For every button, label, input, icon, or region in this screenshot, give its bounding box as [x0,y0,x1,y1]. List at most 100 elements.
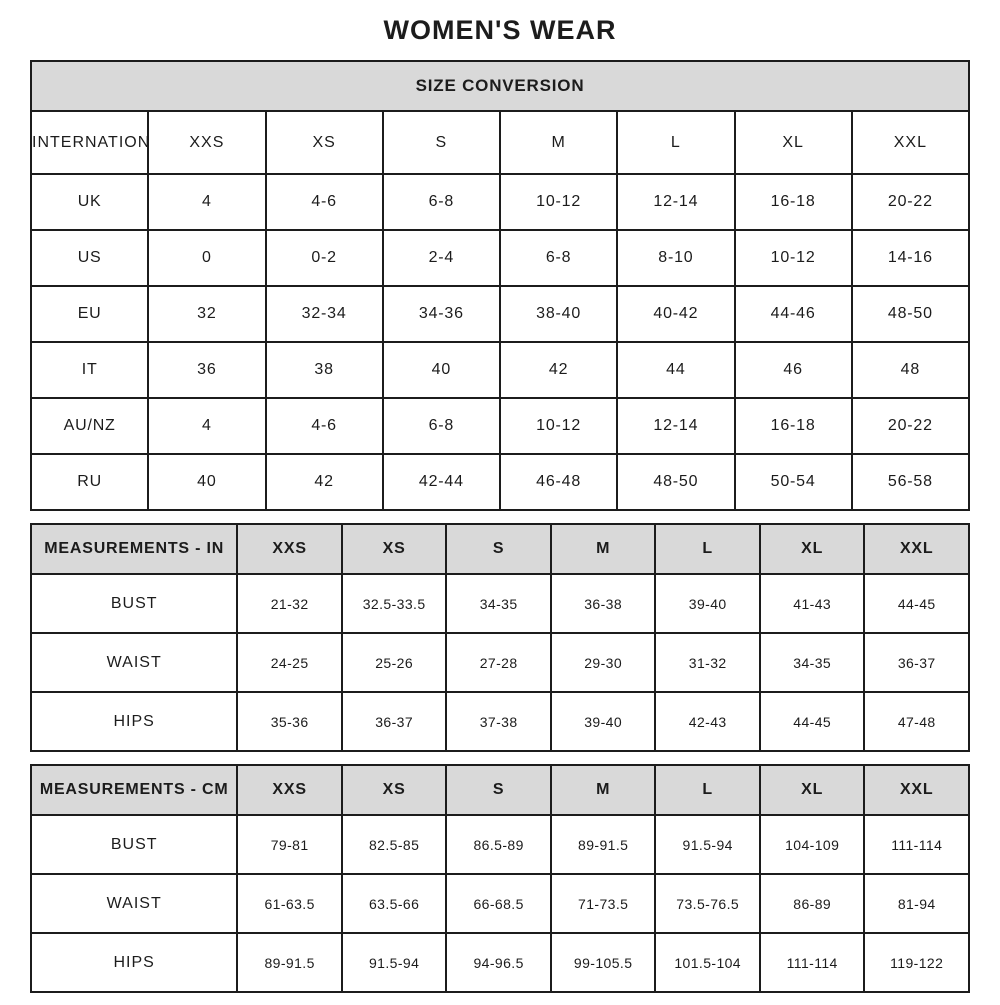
column-header: S [381,110,502,175]
column-header: XXL [863,523,970,575]
cell: 36-38 [549,573,657,634]
cell: 48-50 [850,285,971,343]
cell: 99-105.5 [549,932,657,993]
cell: 4 [147,397,267,455]
cell: 50-54 [733,453,853,511]
column-header: INTERNATIONAL [29,110,150,175]
row-label: AU/NZ [29,397,150,455]
cell: 20-22 [850,397,971,455]
table-header-row: MEASUREMENTS - CM XXS XS S M L XL XXL [29,764,970,816]
cell: 16-18 [733,173,853,231]
cell: 89-91.5 [549,814,657,875]
cell: 34-35 [445,573,552,634]
cell: 24-25 [236,632,343,693]
table-row: WAIST 61-63.5 63.5-66 66-68.5 71-73.5 73.5-76… [29,873,970,934]
table-header-row: MEASUREMENTS - IN XXS XS S M L XL XXL [29,523,970,575]
column-header: M [549,764,657,816]
column-header: S [445,764,552,816]
table-row: HIPS 89-91.5 91.5-94 94-96.5 99-105.5 101.5-1… [29,932,970,993]
cell: 81-94 [863,873,970,934]
cell: 101.5-104 [654,932,761,993]
row-label: WAIST [29,873,239,934]
cell: 16-18 [733,397,853,455]
column-header: XS [340,523,448,575]
column-header: MEASUREMENTS - IN [29,523,239,575]
cell: 6-8 [498,229,619,287]
cell: 20-22 [850,173,971,231]
cell: 91.5-94 [340,932,448,993]
page-title: WOMEN'S WEAR [383,15,617,45]
cell: 71-73.5 [549,873,657,934]
cell: 34-35 [758,632,866,693]
cell: 14-16 [850,229,971,287]
cell: 40 [381,341,502,399]
table-row: HIPS 35-36 36-37 37-38 39-40 42-43 44-45 47-48 [29,691,970,752]
cell: 42-44 [381,453,502,511]
cell: 66-68.5 [445,873,552,934]
measurements-in-table: MEASUREMENTS - IN XXS XS S M L XL XXL BUST 21-32 3… [29,523,970,752]
cell: 42-43 [654,691,761,752]
cell: 44-45 [863,573,970,634]
column-header: XXS [236,523,343,575]
table-banner: SIZE CONVERSION [30,60,970,112]
row-label: UK [29,173,150,231]
column-header: XL [758,523,866,575]
cell: 10-12 [498,397,619,455]
table-row: WAIST 24-25 25-26 27-28 29-30 31-32 34-35 36-37 [29,632,970,693]
cell: 42 [498,341,619,399]
table-row: UK 4 4-6 6-8 10-12 12-14 16-18 20-22 [29,173,971,231]
row-label: BUST [29,573,239,634]
column-header: XS [340,764,448,816]
cell: 0-2 [264,229,384,287]
cell: 12-14 [616,397,736,455]
cell: 37-38 [445,691,552,752]
cell: 25-26 [340,632,448,693]
cell: 29-30 [549,632,657,693]
column-header: XXS [147,110,267,175]
cell: 42 [264,453,384,511]
cell: 0 [147,229,267,287]
cell: 44-46 [733,285,853,343]
cell: 36-37 [863,632,970,693]
cell: 32.5-33.5 [340,573,448,634]
table-row: EU 32 32-34 34-36 38-40 40-42 44-46 48-50 [29,285,971,343]
cell: 73.5-76.5 [654,873,761,934]
column-header: XS [264,110,384,175]
table-row: BUST 21-32 32.5-33.5 34-35 36-38 39-40 41-43 44… [29,573,970,634]
cell: 27-28 [445,632,552,693]
column-header: L [654,764,761,816]
column-header: M [549,523,657,575]
cell: 79-81 [236,814,343,875]
cell: 8-10 [616,229,736,287]
cell: 39-40 [654,573,761,634]
cell: 6-8 [381,397,502,455]
cell: 32 [147,285,267,343]
column-header: XXL [850,110,971,175]
cell: 56-58 [850,453,971,511]
cell: 35-36 [236,691,343,752]
cell: 111-114 [758,932,866,993]
column-header: L [616,110,736,175]
cell: 39-40 [549,691,657,752]
cell: 38 [264,341,384,399]
table-header-row: INTERNATIONALXXSXSSMLXLXXL [29,110,971,175]
table-row: IT 36 38 40 42 44 46 48 [29,341,971,399]
row-label: RU [29,453,150,511]
table-row: US 0 0-2 2-4 6-8 8-10 10-12 14-16 [29,229,971,287]
cell: 46 [733,341,853,399]
cell: 10-12 [733,229,853,287]
table-row: RU 40 42 42-44 46-48 48-50 50-54 56-58 [29,453,971,511]
row-label: HIPS [29,691,239,752]
cell: 44-45 [758,691,866,752]
cell: 12-14 [616,173,736,231]
cell: 48-50 [616,453,736,511]
cell: 44 [616,341,736,399]
cell: 89-91.5 [236,932,343,993]
measurements-cm-table: MEASUREMENTS - CM XXS XS S M L XL XXL BUST 79-81 8… [29,764,970,993]
column-header: XL [758,764,866,816]
cell: 111-114 [863,814,970,875]
column-header: XXL [863,764,970,816]
cell: 4 [147,173,267,231]
cell: 82.5-85 [340,814,448,875]
cell: 10-12 [498,173,619,231]
